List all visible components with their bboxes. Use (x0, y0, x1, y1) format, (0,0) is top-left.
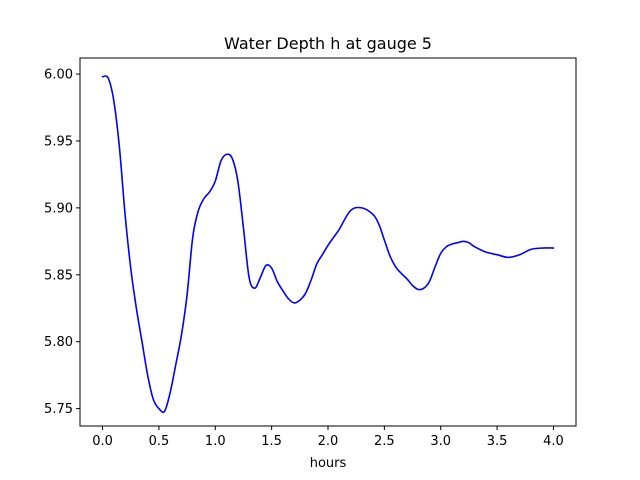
x-tick-label: 1.5 (261, 434, 282, 449)
y-tick-label: 5.85 (44, 268, 73, 283)
y-tick-label: 5.95 (44, 134, 73, 149)
y-tick-label: 5.90 (44, 201, 73, 216)
chart-title: Water Depth h at gauge 5 (224, 34, 432, 53)
x-tick-label: 2.5 (374, 434, 395, 449)
x-tick-label: 0.5 (149, 434, 170, 449)
x-axis-label: hours (310, 456, 347, 471)
x-tick-label: 3.0 (430, 434, 451, 449)
y-tick-label: 6.00 (44, 68, 73, 83)
x-tick-label: 4.0 (543, 434, 564, 449)
y-axis-ticks: 5.75 5.80 5.85 5.90 5.95 6.00 (44, 68, 80, 417)
x-tick-label: 3.5 (487, 434, 508, 449)
x-tick-label: 0.0 (92, 434, 113, 449)
x-axis-ticks: 0.0 0.5 1.0 1.5 2.0 2.5 3.0 3.5 4.0 (92, 426, 564, 449)
y-tick-label: 5.80 (44, 335, 73, 350)
x-tick-label: 1.0 (205, 434, 226, 449)
series-line (101, 75, 555, 414)
y-tick-label: 5.75 (44, 402, 73, 417)
x-tick-label: 2.0 (318, 434, 339, 449)
